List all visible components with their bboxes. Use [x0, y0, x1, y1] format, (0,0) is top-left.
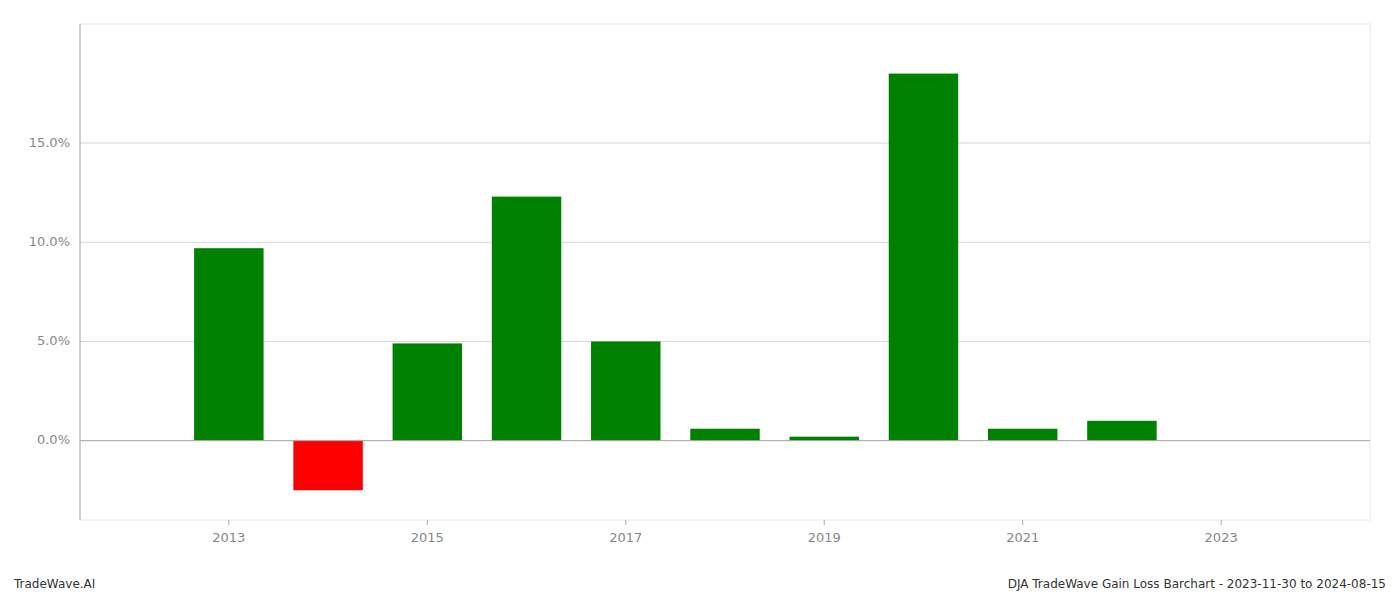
- bar: [988, 429, 1057, 441]
- x-tick-label: 2013: [212, 530, 245, 545]
- bars: [194, 74, 1157, 491]
- x-tick-label: 2019: [808, 530, 841, 545]
- bar: [790, 437, 859, 441]
- x-axis-line: [80, 440, 1370, 441]
- x-tick-label: 2021: [1006, 530, 1039, 545]
- x-tick-label: 2017: [609, 530, 642, 545]
- x-tick: [824, 520, 825, 525]
- x-tick: [1221, 520, 1222, 525]
- y-tick-label: 5.0%: [37, 333, 70, 348]
- bar: [690, 429, 759, 441]
- x-tick: [1022, 520, 1023, 525]
- grid-line: [80, 143, 1370, 144]
- x-tick: [625, 520, 626, 525]
- x-tick: [427, 520, 428, 525]
- plot-frame: [80, 24, 1370, 520]
- y-axis-line: [80, 24, 81, 520]
- chart-container: 0.0% 5.0% 10.0% 15.0% 2013 2015 2017 2019 2021 20…: [0, 0, 1400, 600]
- bar: [492, 197, 561, 441]
- bar: [293, 441, 362, 491]
- x-tick-label: 2015: [411, 530, 444, 545]
- chart-svg: 0.0% 5.0% 10.0% 15.0% 2013 2015 2017 2019 2021 20…: [0, 0, 1400, 600]
- bar: [393, 343, 462, 440]
- y-tick-label: 10.0%: [29, 234, 70, 249]
- grid-line: [80, 242, 1370, 243]
- bar: [1087, 421, 1156, 441]
- footer-left: TradeWave.AI: [13, 577, 95, 591]
- bar: [889, 74, 958, 441]
- bar: [194, 248, 263, 440]
- y-tick-label: 15.0%: [29, 135, 70, 150]
- footer-right: DJA TradeWave Gain Loss Barchart - 2023-…: [1008, 577, 1386, 591]
- y-tick-label: 0.0%: [37, 432, 70, 447]
- grid-line: [80, 341, 1370, 342]
- x-tick-label: 2023: [1205, 530, 1238, 545]
- grid-line: [80, 440, 1370, 441]
- x-tick: [228, 520, 229, 525]
- bar: [591, 341, 660, 440]
